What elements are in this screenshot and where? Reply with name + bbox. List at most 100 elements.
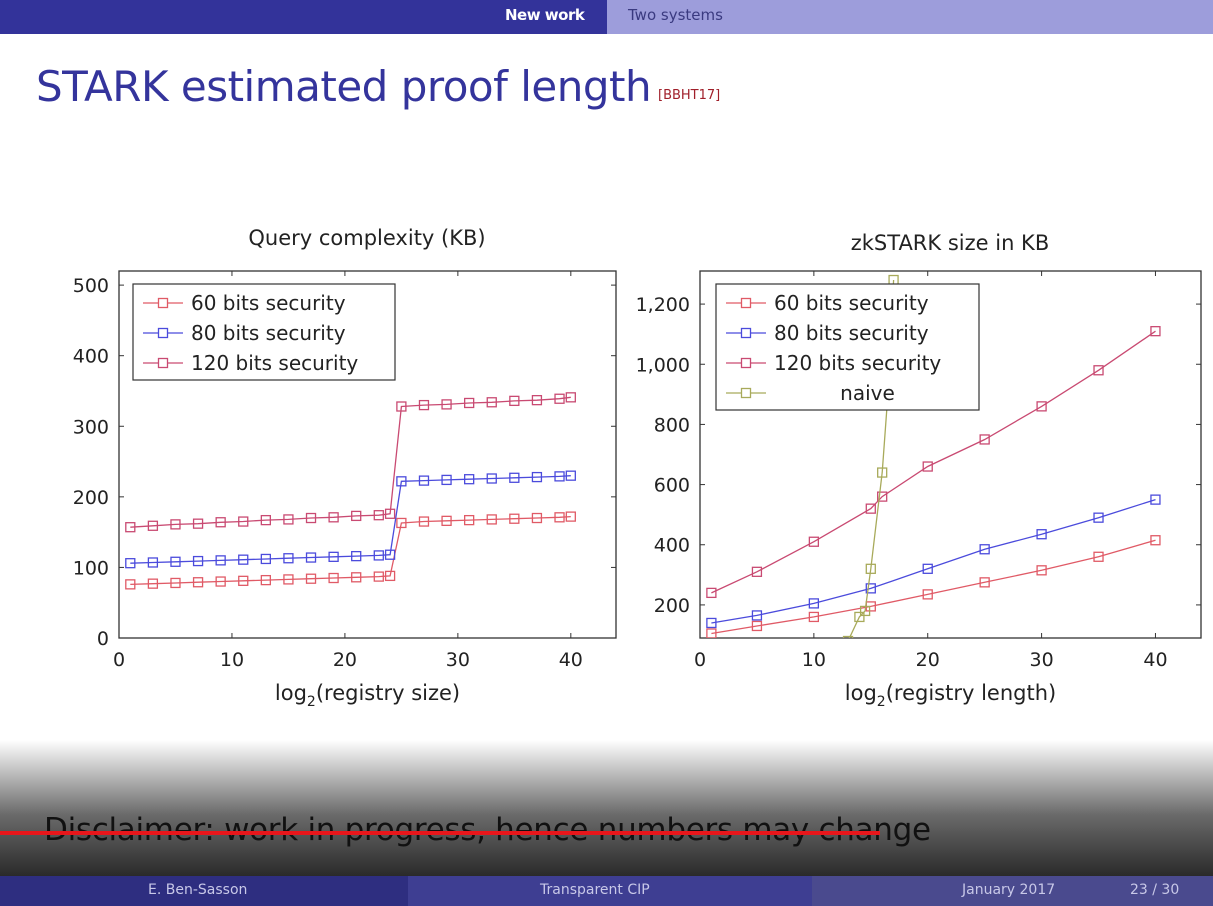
data-point bbox=[1093, 551, 1104, 562]
legend-swatch-marker bbox=[157, 357, 169, 369]
data-point bbox=[1093, 365, 1104, 376]
series-80-bits-security bbox=[125, 470, 576, 569]
nav-section-two-systems[interactable]: Two systems bbox=[628, 6, 723, 24]
data-point bbox=[215, 555, 226, 566]
data-point bbox=[1150, 535, 1161, 546]
data-point bbox=[509, 513, 520, 524]
data-point bbox=[464, 397, 475, 409]
data-point bbox=[706, 617, 717, 629]
data-point bbox=[922, 461, 933, 472]
data-point bbox=[238, 575, 249, 586]
video-progress-bar[interactable] bbox=[0, 831, 880, 835]
data-point bbox=[877, 467, 888, 478]
data-point bbox=[260, 574, 271, 586]
data-point bbox=[305, 512, 317, 524]
data-point bbox=[464, 514, 475, 526]
legend-box bbox=[715, 283, 980, 411]
series-line bbox=[711, 539, 1156, 635]
data-point bbox=[1036, 401, 1047, 412]
data-point bbox=[509, 472, 520, 483]
data-point bbox=[865, 583, 876, 594]
series-line bbox=[130, 396, 571, 528]
x-tick-label: 20 bbox=[333, 649, 357, 671]
citation: [BBHT17] bbox=[658, 88, 721, 103]
data-point bbox=[808, 536, 820, 547]
x-axis-label: log2(registry length) bbox=[845, 681, 1056, 710]
legend-label: 120 bits security bbox=[774, 351, 941, 375]
legend-swatch-marker bbox=[157, 327, 169, 339]
data-point bbox=[283, 574, 294, 585]
x-tick-label: 0 bbox=[113, 649, 125, 671]
x-tick-label: 10 bbox=[802, 649, 826, 671]
data-point bbox=[531, 471, 543, 483]
legend-label: naive bbox=[840, 381, 895, 405]
data-point bbox=[1036, 565, 1047, 576]
slide-title: STARK estimated proof length bbox=[36, 62, 652, 111]
footer-date-section bbox=[812, 876, 1213, 906]
data-point bbox=[441, 474, 452, 486]
data-point bbox=[238, 554, 249, 565]
data-point bbox=[979, 434, 990, 445]
footer-talk-title: Transparent CIP bbox=[540, 882, 650, 898]
y-tick-label: 1,000 bbox=[636, 354, 690, 376]
data-point bbox=[509, 395, 520, 407]
data-point bbox=[373, 571, 384, 582]
series-line bbox=[711, 330, 1156, 594]
x-tick-label: 40 bbox=[1143, 649, 1167, 671]
footer-talk-section bbox=[408, 876, 812, 906]
top-navigation-bar: New work Two systems bbox=[0, 0, 1213, 34]
data-point bbox=[351, 572, 362, 583]
data-point bbox=[486, 473, 497, 484]
data-point bbox=[192, 555, 204, 567]
data-point bbox=[751, 620, 763, 632]
data-point bbox=[751, 610, 763, 621]
data-point bbox=[808, 611, 820, 623]
data-point bbox=[373, 550, 384, 561]
data-point bbox=[351, 510, 362, 522]
data-point bbox=[979, 577, 990, 588]
data-point bbox=[486, 514, 497, 525]
data-point bbox=[396, 476, 407, 487]
legend-label: 60 bits security bbox=[774, 291, 929, 315]
data-point bbox=[215, 576, 226, 587]
data-point bbox=[283, 553, 294, 564]
footer-author: E. Ben-Sasson bbox=[148, 882, 248, 898]
data-point bbox=[328, 551, 339, 562]
data-point bbox=[373, 510, 384, 521]
series-80-bits-security bbox=[706, 494, 1161, 629]
data-point bbox=[854, 611, 865, 623]
legend-label: 120 bits security bbox=[191, 351, 358, 375]
data-point bbox=[170, 556, 181, 567]
y-tick-label: 300 bbox=[73, 416, 109, 438]
y-tick-label: 200 bbox=[654, 595, 690, 617]
data-point bbox=[1150, 326, 1161, 337]
data-point bbox=[554, 393, 565, 404]
data-point bbox=[531, 512, 543, 524]
data-point bbox=[215, 517, 226, 528]
data-point bbox=[396, 401, 407, 412]
data-point bbox=[441, 399, 452, 410]
disclaimer-text: Disclaimer: work in progress, hence numb… bbox=[44, 812, 931, 848]
nav-section-new-work[interactable]: New work bbox=[505, 6, 585, 24]
y-tick-label: 0 bbox=[97, 628, 109, 650]
data-point bbox=[147, 557, 159, 568]
charts-canvas: Query complexity (KB)0 10 20 30 400100200300… bbox=[73, 226, 1202, 710]
data-point bbox=[384, 508, 396, 519]
x-tick-label: 40 bbox=[559, 649, 583, 671]
legend-box bbox=[132, 283, 396, 381]
data-point bbox=[441, 515, 452, 526]
footer-author-section bbox=[0, 876, 408, 906]
data-point bbox=[384, 570, 396, 582]
y-tick-label: 200 bbox=[73, 487, 109, 509]
footer-page-number: 23 / 30 bbox=[1130, 882, 1180, 898]
legend-swatch-marker bbox=[740, 327, 752, 339]
data-point bbox=[305, 573, 317, 584]
data-point bbox=[1150, 494, 1161, 505]
y-tick-label: 600 bbox=[654, 475, 690, 497]
data-point bbox=[464, 474, 475, 485]
data-point bbox=[565, 470, 576, 481]
legend: 60 bits security 80 bits security 120 bits… bbox=[715, 283, 980, 411]
data-point bbox=[125, 522, 136, 533]
data-point bbox=[486, 397, 497, 408]
data-point bbox=[808, 598, 820, 609]
